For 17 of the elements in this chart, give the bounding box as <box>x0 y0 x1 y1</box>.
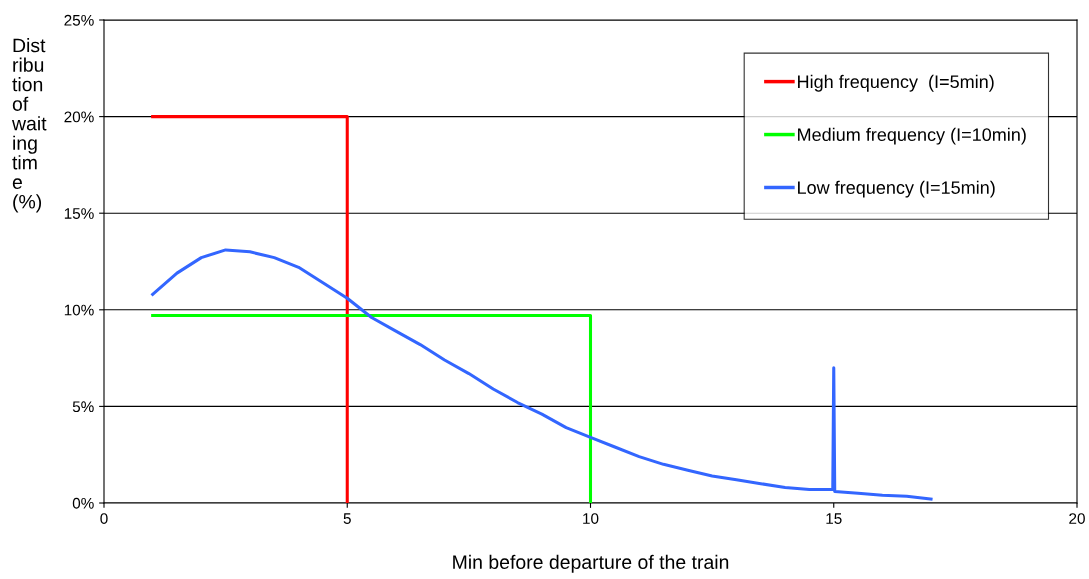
x-tick-label: 10 <box>583 513 599 524</box>
x-tick-label: 0 <box>100 513 108 524</box>
y-tick-label: 25% <box>64 14 94 26</box>
legend-label: Medium frequency (I=10min) <box>798 127 1026 145</box>
x-axis-title: Min before departure of the train <box>453 554 729 573</box>
y-tick-label: 5% <box>72 401 94 413</box>
legend-label: Low frequency (I=15min) <box>798 180 995 198</box>
y-tick-label: 15% <box>64 208 94 219</box>
y-tick-label: 10% <box>64 304 94 316</box>
y-tick-label: 20% <box>64 111 94 123</box>
x-tick-label: 20 <box>1069 513 1085 524</box>
x-tick-label: 15 <box>826 513 842 524</box>
line-series <box>151 248 933 501</box>
text: Dist ribu tion of wait ing tim e (%) <box>11 38 47 213</box>
legend-label: High frequency (I=5min) <box>798 74 994 92</box>
y-tick-label: 0% <box>72 497 94 509</box>
x-tick-label: 5 <box>343 513 351 524</box>
